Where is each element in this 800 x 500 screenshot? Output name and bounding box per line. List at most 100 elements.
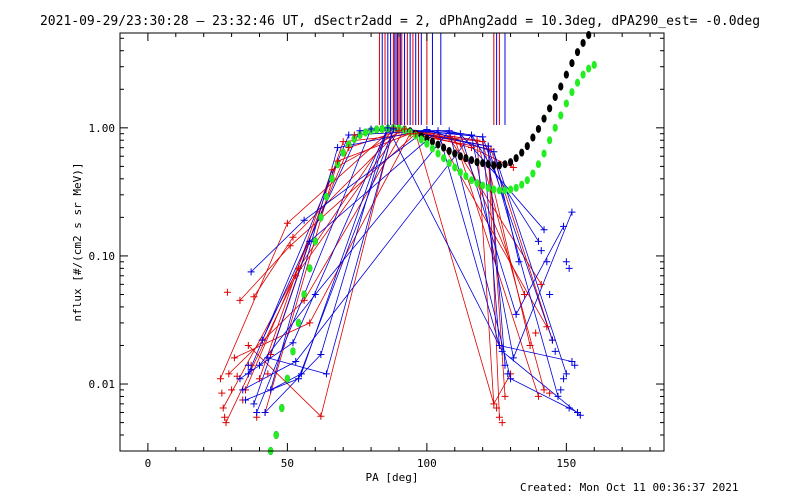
- green-curve-point-1: [273, 430, 279, 439]
- black-curve-point-53: [563, 70, 569, 79]
- blue-data-point-13: [247, 268, 255, 276]
- green-curve-point-34: [457, 168, 463, 177]
- blue-data-point-29: [423, 126, 431, 134]
- blue-data-point-6: [253, 408, 261, 416]
- green-curve-point-51: [552, 123, 558, 132]
- blue-data-point-28: [389, 125, 397, 133]
- blue-data-point-27: [384, 124, 392, 132]
- green-curve-point-53: [563, 99, 569, 108]
- green-curve-point-15: [351, 134, 357, 143]
- green-curve-point-10: [323, 192, 330, 201]
- blue-data-point-39: [501, 361, 509, 369]
- black-curve-point-43: [507, 158, 514, 167]
- blue-data-point-49: [546, 290, 554, 298]
- green-curve-point-39: [485, 183, 491, 192]
- green-curve-point-41: [496, 186, 503, 195]
- green-curve-point-40: [491, 185, 497, 194]
- blue-data-point-62: [562, 258, 570, 266]
- red-data-point-56: [521, 290, 529, 298]
- green-curve-point-33: [452, 163, 458, 172]
- black-curve-point-44: [513, 154, 519, 163]
- blue-data-point-61: [560, 222, 568, 230]
- green-curve-point-37: [474, 179, 480, 188]
- black-curve-point-36: [468, 156, 475, 165]
- red-data-point-22: [283, 219, 291, 227]
- red-data-point-53: [501, 392, 509, 400]
- red-data-point-31: [334, 157, 342, 165]
- red-data-point-2: [219, 404, 227, 412]
- blue-data-point-41: [507, 375, 515, 383]
- red-data-point-60: [537, 280, 545, 288]
- series-lines: [220, 126, 581, 423]
- green-curve-point-16: [357, 130, 363, 139]
- black-curve-point-47: [530, 133, 536, 142]
- red-series-line-10: [222, 127, 506, 409]
- red-data-point-55: [509, 164, 517, 172]
- blue-data-point-0: [236, 375, 244, 383]
- green-curve-point-46: [524, 176, 530, 185]
- blue-data-point-2: [242, 396, 250, 404]
- red-data-point-23: [286, 242, 294, 250]
- green-curve-point-54: [569, 88, 575, 97]
- green-curve-point-13: [340, 148, 346, 157]
- red-data-point-26: [295, 264, 303, 272]
- series-points: [216, 31, 597, 455]
- blue-data-point-19: [306, 237, 314, 245]
- blue-data-point-43: [512, 310, 520, 318]
- green-curve-point-27: [418, 135, 424, 144]
- red-data-point-29: [317, 412, 325, 420]
- red-data-point-45: [473, 136, 481, 144]
- green-curve-point-4: [290, 347, 296, 356]
- green-curve-point-20: [379, 124, 385, 133]
- black-curve-point-35: [463, 154, 469, 163]
- blue-data-point-57: [568, 357, 576, 365]
- red-data-point-6: [225, 370, 233, 378]
- red-data-point-25: [292, 272, 300, 280]
- blue-data-point-33: [468, 131, 476, 139]
- green-curve-point-6: [301, 290, 307, 299]
- red-series-line-8: [264, 133, 553, 413]
- blue-data-point-51: [551, 347, 559, 355]
- blue-data-point-17: [297, 370, 305, 378]
- blue-data-point-60: [576, 411, 584, 419]
- green-curve-point-3: [284, 374, 290, 383]
- blue-series-line-6: [267, 128, 559, 397]
- x-axis-label: PA [deg]: [366, 471, 419, 484]
- red-data-point-33: [345, 144, 353, 152]
- red-data-point-58: [532, 329, 540, 337]
- blue-series-line-8: [247, 130, 572, 375]
- red-data-point-3: [221, 413, 229, 421]
- red-data-point-30: [328, 166, 336, 174]
- green-curve-point-29: [429, 144, 436, 153]
- red-data-point-7: [228, 386, 236, 394]
- blue-data-point-42: [509, 354, 517, 362]
- black-curve-point-41: [496, 161, 503, 170]
- blue-data-point-47: [540, 226, 548, 234]
- blue-data-point-8: [258, 336, 266, 344]
- blue-data-point-26: [367, 125, 375, 133]
- green-curve-point-58: [591, 60, 597, 69]
- blue-data-point-20: [311, 290, 319, 298]
- blue-data-point-50: [548, 336, 556, 344]
- green-curve-point-9: [318, 213, 324, 222]
- green-curve-point-28: [424, 139, 430, 148]
- red-data-point-37: [401, 125, 409, 133]
- red-data-point-41: [445, 134, 453, 142]
- blue-data-point-55: [562, 370, 570, 378]
- blue-data-point-11: [267, 386, 275, 394]
- green-curve-point-43: [507, 185, 514, 194]
- black-curve-point-37: [474, 158, 480, 167]
- blue-data-point-9: [261, 408, 269, 416]
- top-pa-markers: [378, 33, 506, 125]
- red-data-point-1: [218, 389, 226, 397]
- y-tick-label-0: 0.01: [89, 378, 116, 391]
- red-data-point-8: [230, 354, 238, 362]
- blue-data-point-31: [445, 127, 453, 135]
- blue-data-point-30: [434, 127, 442, 135]
- green-curve-point-56: [580, 70, 586, 79]
- red-data-point-5: [223, 288, 231, 296]
- green-curve-point-49: [541, 149, 547, 158]
- y-tick-label-1: 0.10: [89, 250, 116, 263]
- blue-data-point-4: [247, 365, 255, 373]
- red-data-point-32: [339, 138, 347, 146]
